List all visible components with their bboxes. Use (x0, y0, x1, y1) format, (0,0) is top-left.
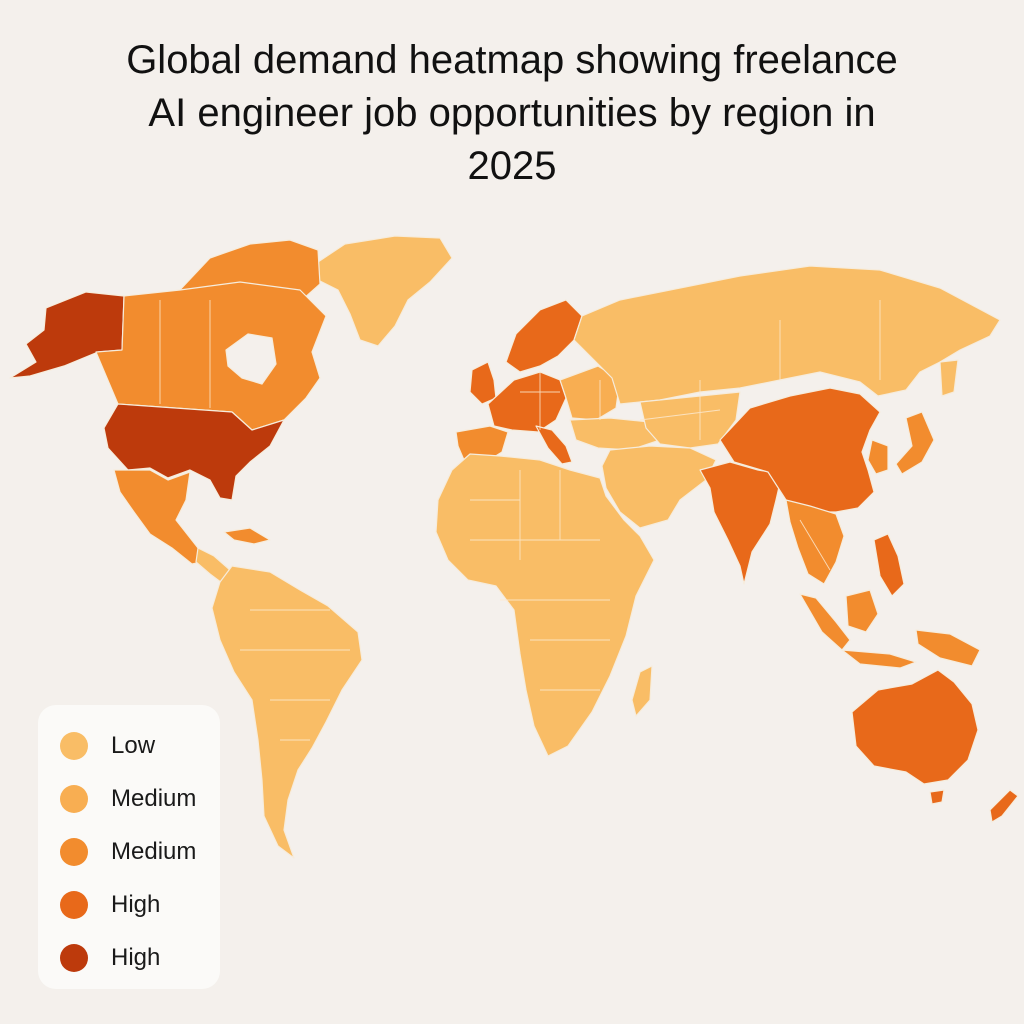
region-philippines[interactable] (873, 533, 905, 597)
legend-label-low: Low (111, 732, 156, 759)
legend-label-high-1: High (111, 891, 161, 918)
legend-swatch-medium-1 (60, 785, 88, 813)
legend-swatch-high-2 (60, 944, 88, 972)
legend-item-medium-1[interactable]: Medium (60, 782, 220, 814)
region-new-zealand[interactable] (989, 789, 1019, 823)
legend-item-medium-2[interactable]: Medium (60, 835, 220, 867)
region-india[interactable] (699, 461, 783, 585)
legend-item-high-2[interactable]: High (60, 941, 220, 973)
region-madagascar[interactable] (631, 665, 653, 717)
region-tasmania[interactable] (929, 789, 945, 805)
region-scandinavia[interactable] (505, 299, 583, 373)
region-british-isles[interactable] (469, 361, 497, 405)
region-africa[interactable] (435, 453, 655, 757)
country-borders (159, 300, 881, 741)
region-japan[interactable] (895, 411, 935, 475)
region-indonesia-borneo[interactable] (845, 589, 879, 633)
legend: Low Medium Medium High High (38, 705, 220, 989)
legend-item-low[interactable]: Low (60, 729, 220, 761)
region-united-states[interactable] (103, 403, 285, 501)
title-line-2: AI engineer job opportunities by region … (148, 91, 876, 135)
region-australia[interactable] (851, 669, 979, 785)
region-greenland[interactable] (317, 235, 453, 347)
title-line-3: 2025 (467, 144, 557, 188)
region-new-guinea[interactable] (915, 629, 981, 667)
legend-label-high-2: High (111, 944, 161, 971)
region-western-europe[interactable] (487, 371, 567, 433)
region-china[interactable] (719, 387, 881, 513)
legend-swatch-high-1 (60, 891, 88, 919)
region-middle-east[interactable] (601, 445, 717, 529)
hudson-bay (225, 333, 277, 385)
legend-item-high-1[interactable]: High (60, 888, 220, 920)
legend-swatch-low (60, 732, 88, 760)
region-caribbean[interactable] (223, 527, 271, 545)
region-turkey-balkans[interactable] (569, 417, 661, 451)
legend-swatch-medium-2 (60, 838, 88, 866)
region-central-asia[interactable] (639, 391, 741, 449)
legend-label-medium-1: Medium (111, 785, 197, 812)
region-korea[interactable] (867, 439, 889, 475)
region-alaska[interactable] (9, 291, 125, 379)
region-indonesia-sumatra[interactable] (799, 593, 851, 651)
region-indonesia-java[interactable] (841, 649, 917, 669)
map-title: Global demand heatmap showing freelance … (0, 34, 1024, 193)
region-kamchatka[interactable] (939, 359, 959, 397)
region-canada[interactable] (95, 281, 327, 431)
region-italy[interactable] (535, 425, 573, 465)
region-russia[interactable] (573, 265, 1001, 405)
region-south-america[interactable] (211, 565, 363, 859)
legend-label-medium-2: Medium (111, 838, 197, 865)
title-line-1: Global demand heatmap showing freelance (126, 38, 898, 82)
